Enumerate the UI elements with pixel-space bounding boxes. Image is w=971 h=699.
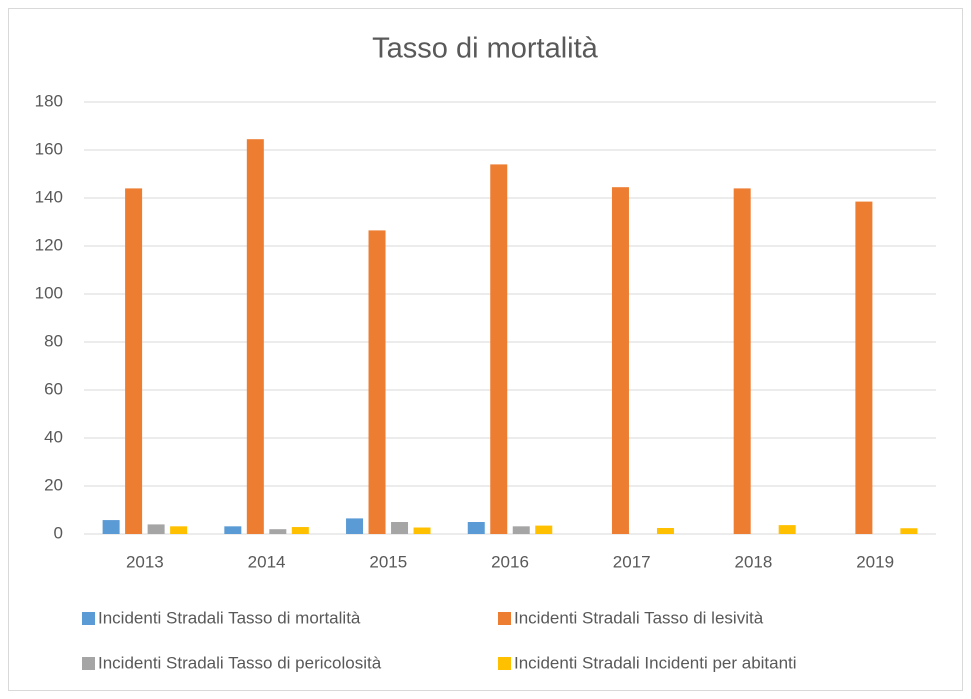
legend-label: Incidenti Stradali Tasso di mortalità [98,608,361,627]
bar [778,525,796,534]
bar [224,526,242,534]
y-tick-label: 160 [35,139,63,158]
bar [855,201,873,534]
x-tick-label: 2014 [248,552,286,571]
y-tick-label: 120 [35,235,63,254]
bar [368,230,386,534]
legend-swatch [82,657,95,670]
bar [490,164,508,534]
bar [170,526,188,534]
bar [611,187,629,534]
bar [246,139,264,534]
y-tick-label: 60 [44,379,63,398]
legend-swatch [498,612,511,625]
legend-swatch [82,612,95,625]
bar [467,522,485,534]
bar [147,524,165,534]
y-tick-label: 0 [54,523,63,542]
bar [291,527,309,534]
bar [413,527,431,534]
x-tick-label: 2017 [613,552,651,571]
y-tick-label: 100 [35,283,63,302]
bar [102,520,120,534]
legend-swatch [498,657,511,670]
x-tick-label: 2016 [491,552,529,571]
y-tick-label: 20 [44,475,63,494]
y-tick-label: 180 [35,91,63,110]
y-tick-label: 140 [35,187,63,206]
bar [346,518,364,534]
y-tick-label: 80 [44,331,63,350]
bar [269,529,287,534]
chart-border [8,8,963,691]
x-tick-label: 2015 [369,552,407,571]
bar [391,522,409,534]
legend-label: Incidenti Stradali Tasso di lesività [514,608,764,627]
bar [656,528,674,534]
y-tick-label: 40 [44,427,63,446]
x-tick-label: 2019 [856,552,894,571]
bar [125,188,143,534]
legend-label: Incidenti Stradali Incidenti per abitant… [514,653,797,672]
legend-label: Incidenti Stradali Tasso di pericolosità [98,653,382,672]
bar [900,528,918,534]
x-tick-label: 2018 [735,552,773,571]
bar [512,526,530,534]
bar [535,525,553,534]
chart-title: Tasso di mortalità [372,33,599,65]
x-tick-label: 2013 [126,552,164,571]
bar [733,188,751,534]
